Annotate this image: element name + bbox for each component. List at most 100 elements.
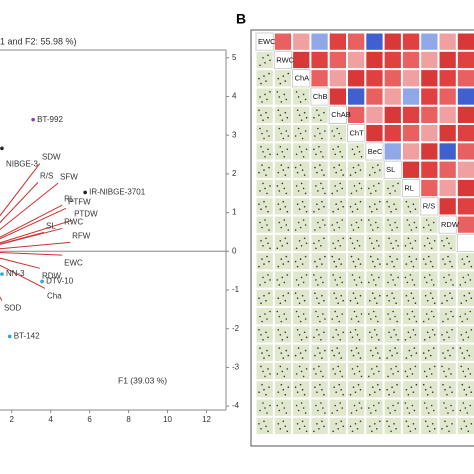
scatter-dot [336,221,339,224]
scatter-dot [335,297,338,300]
scatter-dot [283,375,286,378]
scatter-dot [269,404,271,407]
y-tick-label: -4 [232,401,240,410]
diagonal-cell [438,215,457,234]
scatter-dot [411,404,414,407]
scatter-cell [347,398,366,417]
diagonal-cell [347,124,366,143]
scatter-dot [315,153,317,156]
scatter-dot [337,146,340,148]
scatter-dot [469,373,472,375]
observation-label: IR-NIBGE-3701 [89,188,146,197]
scatter-dot [259,409,261,412]
scatter-dot [323,299,325,302]
scatter-dot [442,258,444,260]
scatter-dot [370,412,372,414]
scatter-cell [255,124,274,143]
scatter-dot [386,420,388,423]
scatter-dot [446,237,448,240]
scatter-cell [255,105,274,124]
scatter-dot [374,265,376,268]
scatter-dot [372,354,374,357]
scatter-dot [377,164,379,166]
scatter-dot [322,187,324,190]
scatter-dot [430,279,433,281]
diagonal-cell [328,105,348,124]
scatter-dot [294,260,297,263]
scatter-dot [354,203,357,205]
scatter-dot [284,393,287,396]
scatter-dot [470,329,473,331]
correlation-cell [420,50,439,70]
scatter-dot [262,245,264,247]
scatter-dot [305,274,308,276]
scatter-dot [278,409,281,412]
scatter-dot [410,386,413,389]
scatter-dot [388,237,390,240]
scatter-dot [424,388,427,391]
scatter-cell [456,270,474,289]
loading-vector [0,251,63,256]
scatter-dot [295,91,298,93]
correlation-cell [420,32,439,51]
scatter-dot [299,226,302,229]
scatter-dot [388,331,390,334]
diagonal-cell [420,197,439,216]
scatter-cell [328,380,348,399]
scatter-dot [284,174,287,176]
correlation-cell [365,105,384,124]
scatter-dot [443,370,445,373]
x-tick-label: 10 [163,415,172,424]
scatter-dot [286,116,289,119]
correlation-cell [420,178,439,198]
diagonal-cell [310,87,329,106]
scatter-dot [316,265,318,268]
scatter-dot [377,352,379,354]
scatter-dot [285,349,288,352]
scatter-dot [267,148,269,151]
x-tick-label: 4 [48,415,53,424]
scatter-dot [315,185,317,187]
scatter-dot [318,208,320,210]
scatter-dot [409,242,412,245]
scatter-dot [448,336,450,339]
y-tick-label: 0 [232,246,237,255]
scatter-dot [313,242,315,245]
scatter-dot [279,114,282,116]
scatter-dot [319,383,321,386]
panel-label: B [236,11,246,27]
scatter-dot [319,320,321,323]
scatter-dot [296,391,299,394]
scatter-dot [468,386,471,389]
scatter-dot [322,156,324,158]
scatter-cell [328,124,348,143]
correlation-cell [401,160,421,179]
scatter-dot [405,357,408,359]
variable-label: RDW [441,220,460,229]
scatter-dot [352,354,355,357]
scatter-dot [412,297,415,300]
scatter-dot [284,425,287,428]
scatter-dot [442,383,444,386]
scatter-dot [338,320,341,323]
scatter-dot [355,409,358,412]
scatter-cell [292,416,311,436]
scatter-dot [350,192,353,195]
scatter-dot [313,148,315,151]
scatter-dot [462,276,465,279]
scatter-dot [320,151,322,153]
scatter-dot [406,375,409,378]
scatter-dot [390,336,392,339]
observation [40,279,44,284]
scatter-dot [368,375,370,378]
diagonal-cell [273,50,293,70]
scatter-dot [334,153,337,156]
scatter-cell [310,178,329,198]
scatter-dot [277,265,280,268]
y-tick-label: -2 [232,324,240,333]
scatter-dot [276,404,279,407]
scatter-dot [467,368,470,370]
scatter-dot [318,365,320,368]
scatter-dot [287,386,290,389]
scatter-cell [420,270,439,289]
